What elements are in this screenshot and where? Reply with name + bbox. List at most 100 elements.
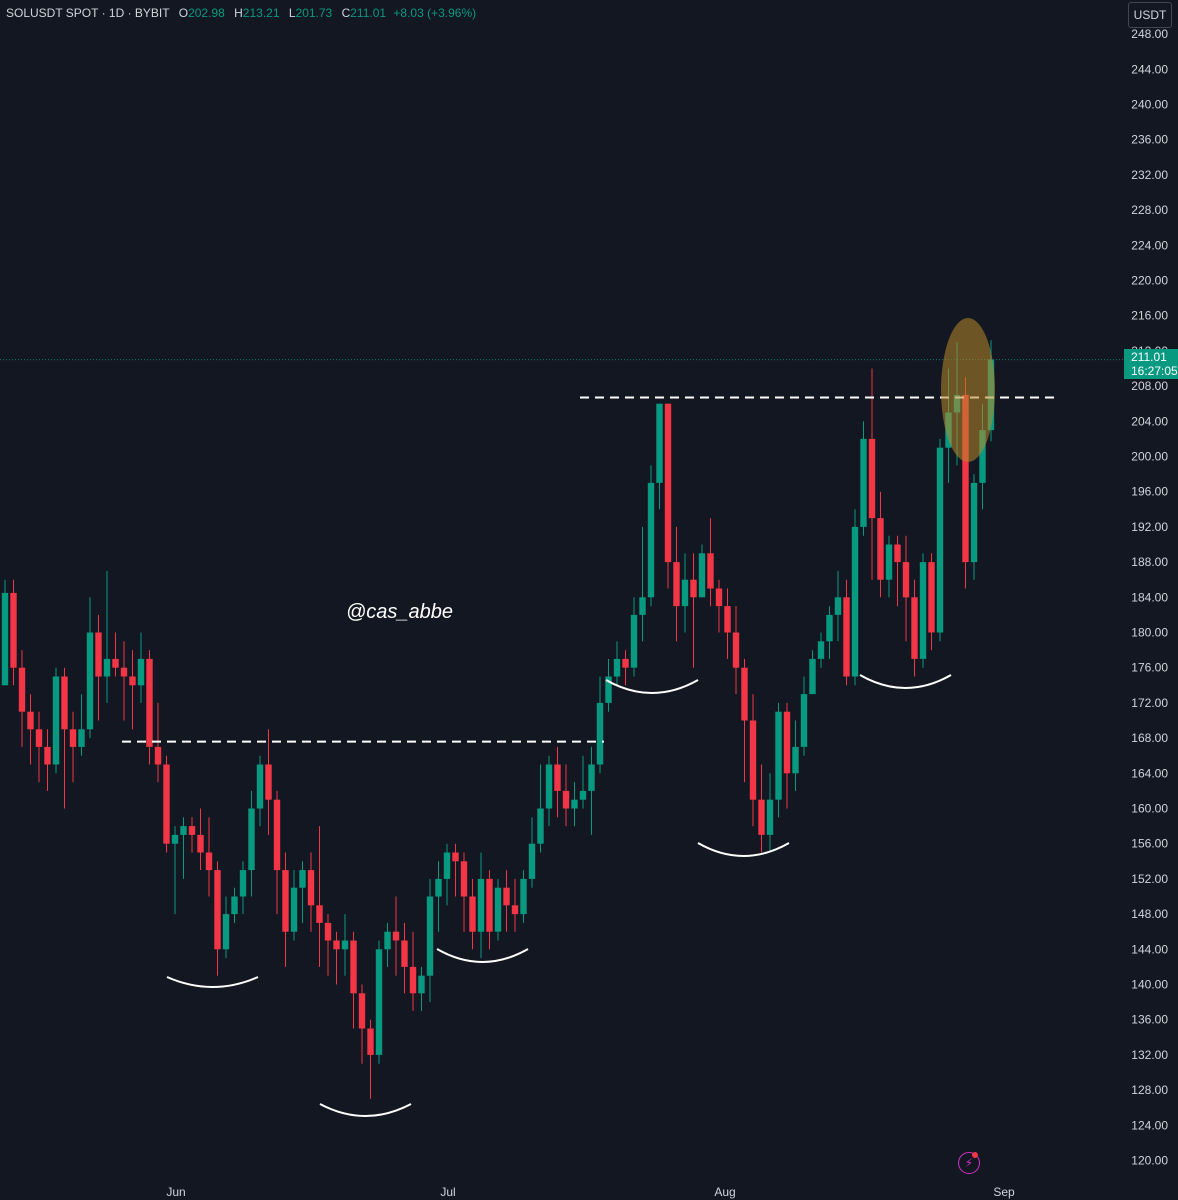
candle[interactable] bbox=[324, 914, 332, 976]
candle[interactable] bbox=[112, 632, 119, 677]
candle[interactable] bbox=[545, 755, 553, 827]
candle[interactable] bbox=[452, 843, 459, 897]
candle[interactable] bbox=[418, 966, 425, 1011]
candle[interactable] bbox=[673, 526, 680, 642]
candle[interactable] bbox=[86, 597, 94, 739]
candle[interactable] bbox=[103, 570, 111, 703]
candle[interactable] bbox=[477, 852, 485, 959]
candle[interactable] bbox=[137, 632, 145, 703]
candle[interactable] bbox=[163, 755, 170, 853]
candle[interactable] bbox=[409, 931, 417, 1011]
candle[interactable] bbox=[27, 694, 34, 765]
candle[interactable] bbox=[613, 641, 621, 686]
candle[interactable] bbox=[392, 896, 400, 976]
candle[interactable] bbox=[707, 518, 714, 607]
candle[interactable] bbox=[877, 491, 884, 598]
candle[interactable] bbox=[494, 878, 502, 941]
candle[interactable] bbox=[749, 694, 757, 827]
candle[interactable] bbox=[214, 861, 221, 976]
candle[interactable] bbox=[180, 817, 187, 879]
price-axis[interactable]: 248.00 244.00 240.00 236.00 232.00 228.00 224.… bbox=[1131, 27, 1168, 1167]
candle[interactable] bbox=[902, 535, 910, 642]
candle[interactable] bbox=[129, 650, 136, 730]
candle[interactable] bbox=[333, 931, 340, 985]
candle[interactable] bbox=[724, 588, 731, 659]
candle[interactable] bbox=[486, 870, 493, 950]
candle[interactable] bbox=[511, 878, 519, 932]
candle[interactable] bbox=[61, 667, 68, 809]
candle[interactable] bbox=[537, 764, 544, 853]
candle[interactable] bbox=[732, 606, 740, 695]
currency-button[interactable]: USDT bbox=[1128, 2, 1172, 28]
candle[interactable] bbox=[970, 474, 978, 580]
candle[interactable] bbox=[715, 579, 723, 633]
candle[interactable] bbox=[885, 535, 893, 598]
candle[interactable] bbox=[52, 667, 60, 774]
candle[interactable] bbox=[120, 641, 128, 721]
candle[interactable] bbox=[222, 896, 230, 959]
candle[interactable] bbox=[664, 403, 672, 589]
candle[interactable] bbox=[435, 861, 442, 932]
candle[interactable] bbox=[936, 438, 944, 642]
candle[interactable] bbox=[307, 852, 315, 932]
candle[interactable] bbox=[528, 817, 536, 888]
candle[interactable] bbox=[562, 764, 570, 827]
candle[interactable] bbox=[775, 702, 782, 818]
candle[interactable] bbox=[928, 553, 935, 651]
candle[interactable] bbox=[426, 878, 434, 1003]
candle[interactable] bbox=[188, 817, 196, 853]
candle[interactable] bbox=[248, 790, 255, 897]
candle[interactable] bbox=[69, 711, 77, 783]
candle[interactable] bbox=[630, 597, 638, 677]
candle[interactable] bbox=[817, 632, 825, 668]
candle[interactable] bbox=[290, 870, 298, 941]
symbol-title[interactable]: SOLUSDT SPOT · 1D · BYBIT bbox=[6, 6, 170, 20]
candle[interactable] bbox=[401, 922, 408, 994]
candle[interactable] bbox=[299, 861, 306, 923]
candle[interactable] bbox=[826, 606, 833, 659]
candle[interactable] bbox=[35, 711, 43, 783]
candle[interactable] bbox=[571, 782, 578, 827]
candle[interactable] bbox=[384, 922, 391, 967]
candle[interactable] bbox=[1, 579, 9, 686]
candle[interactable] bbox=[231, 887, 238, 923]
candle[interactable] bbox=[554, 746, 561, 818]
candle[interactable] bbox=[239, 861, 247, 915]
candle[interactable] bbox=[341, 914, 349, 976]
candle[interactable] bbox=[919, 553, 927, 668]
candle[interactable] bbox=[834, 570, 842, 642]
candle[interactable] bbox=[894, 535, 901, 607]
candle[interactable] bbox=[282, 852, 289, 967]
candle[interactable] bbox=[350, 931, 357, 1029]
candle[interactable] bbox=[443, 843, 451, 906]
candle[interactable] bbox=[256, 755, 264, 827]
candle[interactable] bbox=[18, 650, 26, 747]
candle[interactable] bbox=[647, 465, 655, 607]
candle[interactable] bbox=[783, 702, 791, 809]
candle[interactable] bbox=[44, 729, 51, 791]
candle[interactable] bbox=[78, 694, 85, 756]
time-axis[interactable]: Jun Jul Aug Sep bbox=[166, 1185, 1015, 1199]
candle[interactable] bbox=[758, 764, 765, 853]
candle[interactable] bbox=[792, 720, 799, 791]
candle[interactable] bbox=[95, 614, 102, 721]
candle[interactable] bbox=[690, 553, 697, 668]
candle[interactable] bbox=[698, 544, 706, 598]
candle[interactable] bbox=[622, 650, 629, 686]
candle[interactable] bbox=[800, 676, 808, 756]
candle[interactable] bbox=[316, 826, 323, 967]
candle[interactable] bbox=[375, 940, 383, 1064]
candle[interactable] bbox=[809, 650, 816, 695]
candle[interactable] bbox=[503, 870, 510, 932]
candle[interactable] bbox=[596, 676, 604, 774]
candle[interactable] bbox=[520, 870, 527, 923]
candle[interactable] bbox=[681, 553, 689, 633]
candle[interactable] bbox=[171, 826, 179, 915]
candle[interactable] bbox=[265, 729, 272, 835]
candle[interactable] bbox=[579, 755, 587, 809]
candle[interactable] bbox=[851, 509, 859, 686]
candle[interactable] bbox=[843, 579, 850, 686]
candle[interactable] bbox=[273, 790, 281, 915]
candle[interactable] bbox=[911, 579, 918, 677]
